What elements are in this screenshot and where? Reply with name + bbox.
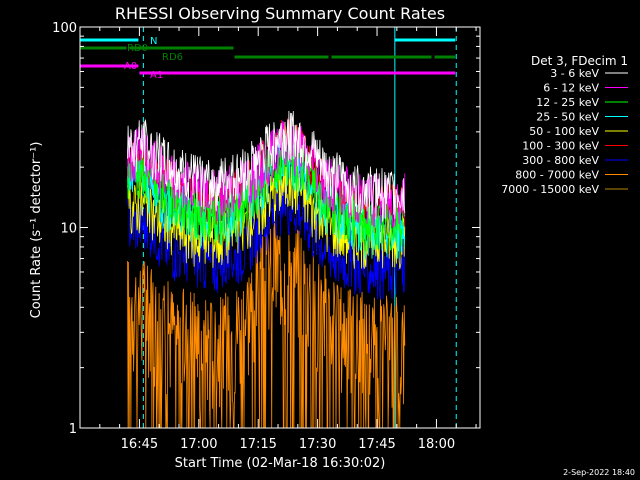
x-axis: 16:45 17:00 17:15 17:30 17:45 18:00 — [79, 27, 477, 452]
y-tick-label: 1 — [69, 422, 77, 437]
series-line-6 — [127, 181, 406, 300]
x-tick-label: 18:00 — [418, 437, 455, 452]
legend-title: Det 3, FDecim 1 — [531, 54, 628, 68]
y-tick-label: 100 — [52, 21, 77, 36]
state-label-rd6: RD6 — [162, 52, 183, 63]
x-tick-label: 17:30 — [299, 437, 336, 452]
x-tick-label: 16:45 — [121, 437, 158, 452]
state-label-a0: A0 — [124, 61, 137, 72]
x-tick-label: 17:00 — [180, 437, 217, 452]
legend-label: 25 - 50 keV — [536, 111, 599, 124]
state-label-n: N — [150, 36, 157, 47]
series-line-0 — [127, 110, 406, 222]
x-tick-label: 17:45 — [358, 437, 395, 452]
legend-label: 3 - 6 keV — [550, 67, 599, 80]
legend-label: 50 - 100 keV — [529, 125, 599, 138]
legend-label: 6 - 12 keV — [543, 82, 599, 95]
x-tick-label: 17:15 — [239, 437, 276, 452]
state-label-rd0: RD0 — [127, 43, 148, 54]
y-axis-label: Count Rate (s⁻¹ detector⁻¹) — [29, 142, 44, 319]
state-label-a1: A1 — [150, 70, 163, 81]
legend-label: 12 - 25 keV — [536, 96, 599, 109]
chart-title: RHESSI Observing Summary Count Rates — [115, 4, 445, 23]
legend-label: 300 - 800 keV — [522, 154, 599, 167]
legend-label: 7000 - 15000 keV — [501, 183, 599, 196]
legend-label: 800 - 7000 keV — [515, 169, 599, 182]
x-axis-label: Start Time (02-Mar-18 16:30:02) — [175, 456, 386, 471]
y-axis: 1 10 100 — [52, 21, 480, 437]
footer-date: 2-Sep-2022 18:40 — [563, 468, 635, 477]
legend-label: 100 - 300 keV — [522, 140, 599, 153]
y-tick-label: 10 — [60, 222, 77, 237]
